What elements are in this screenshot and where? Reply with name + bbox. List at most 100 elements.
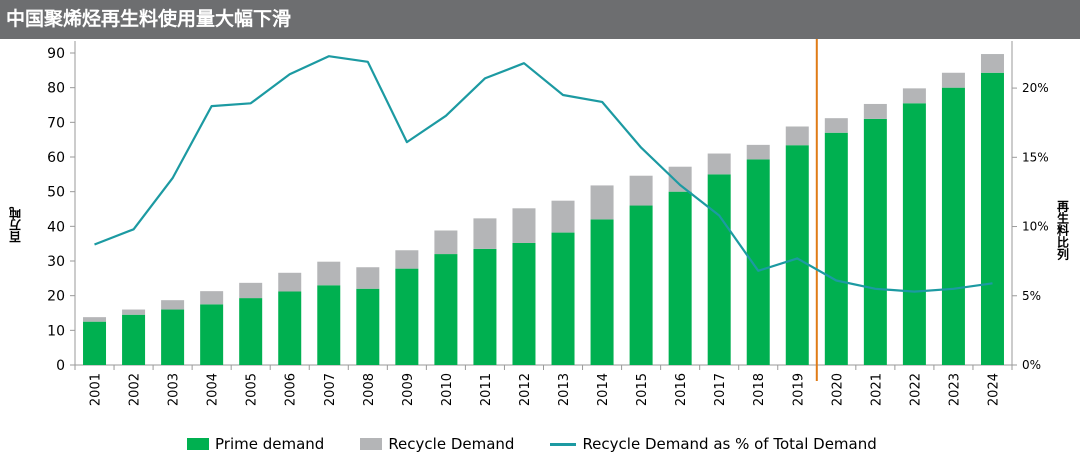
x-tick-label: 2005 [245,373,260,406]
recycle-demand-bar [590,185,614,220]
prime-demand-bar [668,191,692,365]
x-tick-label: 2024 [986,373,1001,406]
legend-label-recycle: Recycle Demand [388,435,515,453]
recycle-demand-bar [122,309,146,315]
prime-demand-bar [863,118,887,365]
prime-demand-bar [356,288,380,365]
x-tick-label: 2009 [401,373,416,406]
x-tick-label: 2002 [128,373,143,406]
recycle-ratio-line [94,55,993,293]
x-tick-label: 2016 [674,373,689,406]
left-tick-label: 60 [47,150,65,166]
recycle-demand-bar [317,261,341,286]
legend-item-recycle: Recycle Demand [360,435,514,453]
x-tick-label: 2010 [440,373,455,406]
x-tick-label: 2015 [635,373,650,406]
left-tick-label: 90 [47,46,65,62]
x-tick-label: 2011 [479,373,494,406]
chart-title: 中国聚烯烃再生料使用量大幅下滑 [6,8,292,30]
left-tick-label: 40 [47,219,65,235]
prime-demand-bar [785,145,809,365]
recycle-demand-bar [512,208,536,243]
left-tick-label: 30 [47,254,65,270]
recycle-demand-bar [668,166,692,192]
left-tick-label: 80 [47,81,65,97]
x-tick-label: 2004 [206,373,221,406]
recycle-demand-bar [473,218,497,249]
recycle-demand-bar [551,200,575,233]
left-tick-label: 10 [47,323,65,339]
chart-title-bar: 中国聚烯烃再生料使用量大幅下滑 [0,0,1080,39]
prime-demand-bar [122,314,146,365]
recycle-demand-bar [395,250,419,269]
legend-swatch-prime [187,438,209,450]
x-tick-label: 2018 [752,373,767,406]
recycle-demand-bar [434,230,458,255]
prime-demand-bar [317,285,341,365]
x-tick-label: 2001 [89,373,104,406]
right-tick-label: 15% [1022,150,1049,164]
recycle-demand-bar [707,153,731,175]
right-tick-label: 10% [1022,220,1049,234]
recycle-demand-bar [200,291,224,305]
right-axis-label: 再生料比列 [1055,200,1070,260]
prime-demand-bar [278,291,302,365]
recycle-demand-bar [161,300,185,310]
prime-demand-bar [629,205,653,365]
right-tick-label: 5% [1022,289,1041,303]
prime-demand-bar [980,72,1004,365]
prime-demand-bar [824,132,848,365]
recycle-demand-bar [785,126,809,146]
recycle-demand-bar [278,272,302,292]
legend: Prime demand Recycle Demand Recycle Dema… [0,432,1080,456]
x-tick-label: 2003 [167,373,182,406]
prime-demand-bar [161,309,185,365]
prime-demand-bar [746,159,770,365]
x-tick-label: 2007 [323,373,338,406]
x-tick-label: 2023 [947,373,962,406]
prime-demand-bar [239,298,263,365]
right-tick-label: 20% [1022,81,1049,95]
recycle-demand-bar [863,103,887,119]
left-tick-label: 20 [47,289,65,305]
x-tick-label: 2014 [596,373,611,406]
recycle-demand-bar [902,88,926,104]
left-tick-label: 70 [47,115,65,131]
recycle-demand-bar [941,72,965,88]
prime-demand-bar [707,174,731,365]
right-tick-label: 0% [1022,358,1041,372]
left-tick-label: 0 [56,358,65,374]
x-tick-label: 2021 [869,373,884,406]
recycle-demand-bar [239,282,263,299]
x-tick-label: 2012 [518,373,533,406]
x-tick-label: 2020 [830,373,845,406]
prime-demand-bar [941,87,965,365]
prime-demand-bar [902,103,926,366]
legend-item-ratio: Recycle Demand as % of Total Demand [550,435,877,453]
recycle-demand-bar [629,175,653,206]
prime-demand-bar [551,232,575,365]
recycle-demand-bar [83,317,107,322]
recycle-demand-bar [746,144,770,160]
chart-plot: 0 10 20 30 40 50 60 70 80 90 0% 5% 10% 15% 20% 2001 2002… [47,39,1049,406]
legend-item-prime: Prime demand [187,435,324,453]
left-tick-label: 50 [47,185,65,201]
prime-demand-bar [200,304,224,365]
legend-label-ratio: Recycle Demand as % of Total Demand [582,435,877,453]
x-tick-label: 2006 [284,373,299,406]
prime-demand-bar [83,321,107,365]
x-tick-label: 2008 [362,373,377,406]
prime-demand-bar [395,268,419,365]
prime-demand-bar [590,219,614,365]
prime-demand-bar [473,248,497,365]
prime-demand-bar [512,242,536,365]
recycle-demand-bar [356,267,380,289]
x-tick-label: 2019 [791,373,806,406]
x-tick-label: 2017 [713,373,728,406]
recycle-demand-bar [980,54,1004,73]
recycle-demand-bar [824,118,848,133]
legend-swatch-ratio [550,442,577,446]
x-tick-label: 2022 [908,373,923,406]
prime-demand-bar [434,254,458,365]
legend-label-prime: Prime demand [215,435,325,453]
